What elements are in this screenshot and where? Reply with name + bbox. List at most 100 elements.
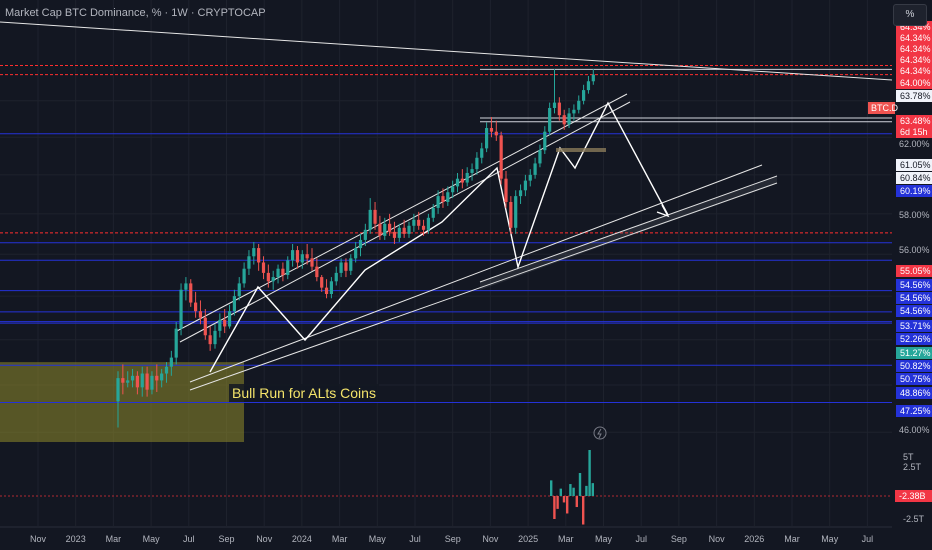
candle-body [358,239,363,249]
candle-body [179,289,183,329]
candle-body [577,100,581,110]
price-tag-label: 50.82% [900,361,931,371]
order-block [556,148,606,152]
candle-body [436,196,440,208]
price-tag-label: 50.75% [900,374,931,384]
price-tag-label: 64.34% [900,22,931,32]
indicator-bar [569,484,572,496]
indicator-value-label: -2.38B [899,491,926,501]
indicator-bar [550,480,553,496]
candle-body [538,150,542,164]
price-tag [896,159,932,171]
candle-body [184,283,188,290]
candle-body [237,283,241,297]
candle-body [329,281,333,295]
price-tag [896,185,932,197]
candle-body [227,311,232,327]
x-tick-label: Mar [784,534,800,544]
x-tick-label: Sep [445,534,461,544]
candle-body [552,102,557,108]
candle-body [388,223,392,232]
candle-body [189,283,193,303]
candle-body [441,196,445,202]
price-tag-label: 47.25% [900,406,931,416]
price-tag [896,65,932,77]
long-trendline [0,21,893,81]
candle-body [286,260,290,275]
x-tick-label: 2023 [66,534,86,544]
price-tag-label: 64.00% [900,78,931,88]
price-tag-label: 54.56% [900,280,931,290]
candle-body [431,207,435,218]
candle-body [451,186,455,193]
candle-body [324,287,329,295]
candle-body [518,190,523,197]
indicator-bar [572,487,575,496]
candle-body [232,296,236,312]
price-tag [896,360,932,372]
price-tag-label: 61.05% [900,160,931,170]
candle-body [470,169,474,173]
candle-body [194,302,198,312]
x-tick-label: May [369,534,387,544]
candle-body [300,254,304,263]
y-tick-label: 56.00% [899,245,930,255]
price-tag-label: 63.78% [900,91,931,101]
candle-body [407,225,411,234]
lightning-icon [593,426,607,440]
candle-body [572,109,576,114]
candle-body [242,268,246,284]
price-tag [896,90,932,102]
indicator-value-tag [895,490,932,502]
candle-body [383,223,387,236]
candle-body [523,180,527,191]
indicator-tick-label: -2.5T [903,514,925,524]
candle-body [586,81,591,91]
candle-body [567,113,571,125]
x-tick-label: 2025 [518,534,538,544]
percent-scale-button[interactable]: % [893,4,927,26]
candle-body [223,319,227,327]
indicator-bar [578,473,582,496]
price-tag [896,265,932,277]
price-tag [896,77,932,89]
candle-body [344,262,348,271]
indicator-bar [588,450,591,496]
candle-body [582,90,586,101]
price-tag-label: 6d 15h [900,127,928,137]
price-tag [896,292,932,304]
price-tag [896,305,932,317]
candle-body [514,196,518,228]
candle-body [126,380,130,383]
price-tag [896,405,932,417]
candle-body [198,311,203,318]
candle-body [465,172,469,183]
price-tag-label: 60.84% [900,173,931,183]
x-tick-label: Mar [332,534,348,544]
indicator-bar [585,485,588,496]
indicator-bar [575,496,578,508]
candle-body [354,248,358,259]
chart-title: Market Cap BTC Dominance, % · 1W · CRYPT… [5,7,266,19]
candle-body [145,373,149,390]
candle-body [276,268,280,278]
x-tick-label: Nov [30,534,47,544]
x-tick-label: May [143,534,161,544]
candle-body [557,102,561,116]
price-tag-label: 60.19% [900,186,931,196]
candle-body [334,272,338,282]
indicator-bar [591,483,594,496]
price-tag [896,387,932,399]
indicator-bar [562,496,566,503]
y-tick-label: 62.00% [899,139,930,149]
candle-body [455,178,460,187]
candle-body [164,366,169,374]
candle-body [169,357,173,367]
candle-body [271,277,275,282]
candle-body [475,157,479,170]
candle-body [378,223,382,236]
x-tick-label: Nov [709,534,726,544]
candle-body [266,272,270,282]
candle-body [295,250,300,263]
